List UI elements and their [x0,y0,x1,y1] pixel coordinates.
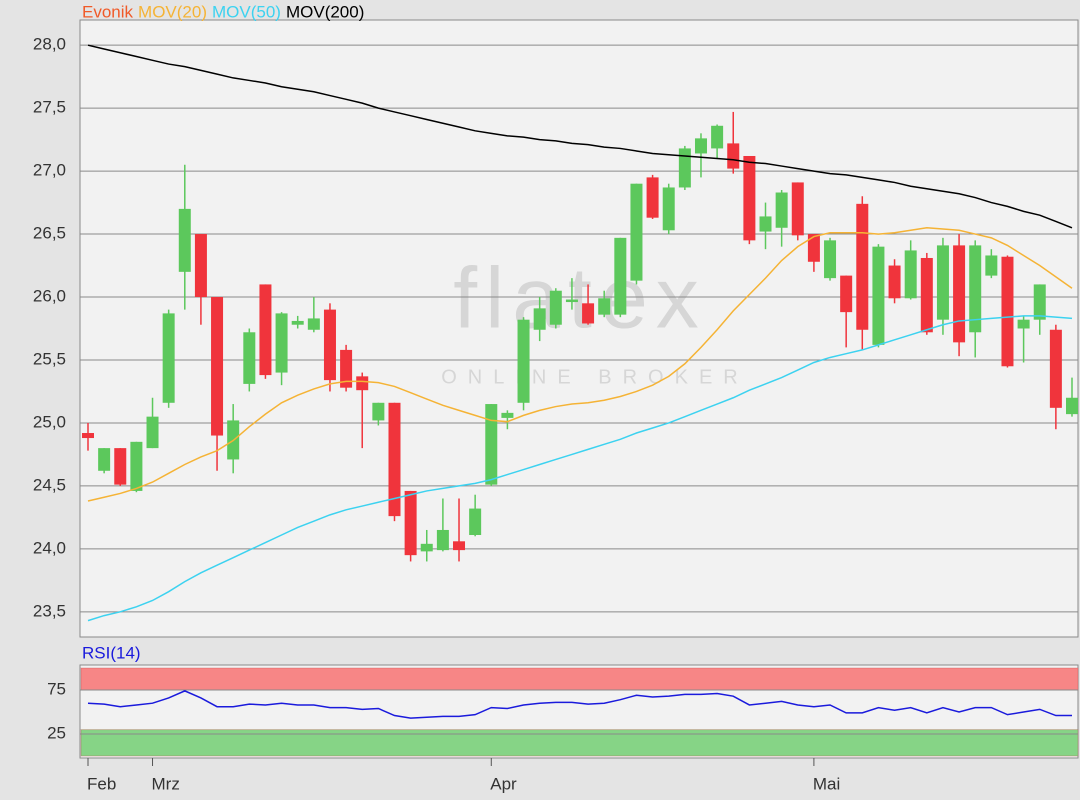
candle-body [1033,284,1046,320]
candle-body [404,490,417,556]
candle-body [485,404,498,485]
candle-body [582,303,595,324]
candle-body [211,297,224,436]
y-tick-label: 27,5 [33,98,66,117]
candle-body [388,402,401,517]
candle-body [630,183,643,281]
candle-body [840,275,853,313]
candle-body [194,234,207,298]
candle-body [1017,319,1030,329]
candle-body [307,318,320,330]
candle-body [340,349,353,388]
candle-body [517,319,530,403]
candle-body [872,246,885,345]
candle-body [985,255,998,276]
y-tick-label: 24,0 [33,538,66,557]
candle-body [549,290,562,325]
line-series [87,690,1072,719]
candle-body [694,138,707,154]
legend-entry: MOV(20) [138,2,207,21]
candle-body [1001,256,1014,367]
candle-body [453,541,466,551]
price-panel [79,19,1079,638]
candle-body [646,177,659,218]
candle-body [146,416,159,449]
legend-entry: MOV(50) [212,2,281,21]
candle-body [501,412,514,418]
candle-body [1066,397,1078,415]
watermark: flatex [453,251,707,347]
candle-body [372,402,385,421]
candle-body [565,299,578,303]
candle-body [678,148,691,188]
candle-body [904,250,917,299]
candle-body [936,245,949,320]
candle-body [469,508,482,536]
y-tick-label: 26,5 [33,224,66,243]
y-tick-label: 26,0 [33,287,66,306]
candle-body [420,543,433,552]
rsi-band [80,667,1079,691]
y-tick-label: 25 [47,723,66,742]
candle-body [920,257,933,333]
candle-body [114,448,127,485]
candle-body [436,529,449,551]
candle-body [969,245,982,333]
y-tick-label: 25,0 [33,412,66,431]
candle-body [759,216,772,232]
candle-body [82,433,94,439]
x-tick-label: Feb [87,774,116,793]
legend-entry: Evonik [82,2,134,21]
y-tick-label: 23,5 [33,601,66,620]
candle-body [791,182,804,236]
candle-body [98,448,111,471]
legend-entry: MOV(200) [286,2,364,21]
candle-body [953,245,966,343]
y-tick-label: 28,0 [33,35,66,54]
candle-body [275,313,288,373]
candle-body [1049,329,1062,408]
candle-body [356,376,369,391]
candle-body [727,143,740,169]
legend-entry: RSI(14) [82,643,141,662]
candle-body [323,309,336,381]
candle-body [888,265,901,299]
candle-body [291,320,304,325]
candle-body [598,298,611,315]
candle-body [259,284,272,376]
watermark-sub: ONLINE BROKER [441,366,748,388]
line-series [87,315,1073,622]
line-series [87,227,1073,502]
y-tick-label: 75 [47,679,66,698]
candle-body [243,332,256,384]
candle-body [775,192,788,228]
candle-body [711,125,724,149]
x-tick-label: Mrz [152,774,180,793]
candle-body [162,313,175,403]
candle-body [743,155,756,241]
candle-body [178,208,191,272]
y-tick-label: 24,5 [33,475,66,494]
candle-body [130,441,143,491]
y-tick-label: 25,5 [33,349,66,368]
candle-body [856,203,869,330]
y-tick-label: 27,0 [33,161,66,180]
candle-body [614,237,627,315]
candle-body [824,240,837,279]
candle-body [807,234,820,262]
x-tick-label: Apr [490,774,517,793]
candle-body [662,187,675,231]
candle-body [533,308,546,330]
line-series [87,44,1073,229]
x-tick-label: Mai [813,774,840,793]
